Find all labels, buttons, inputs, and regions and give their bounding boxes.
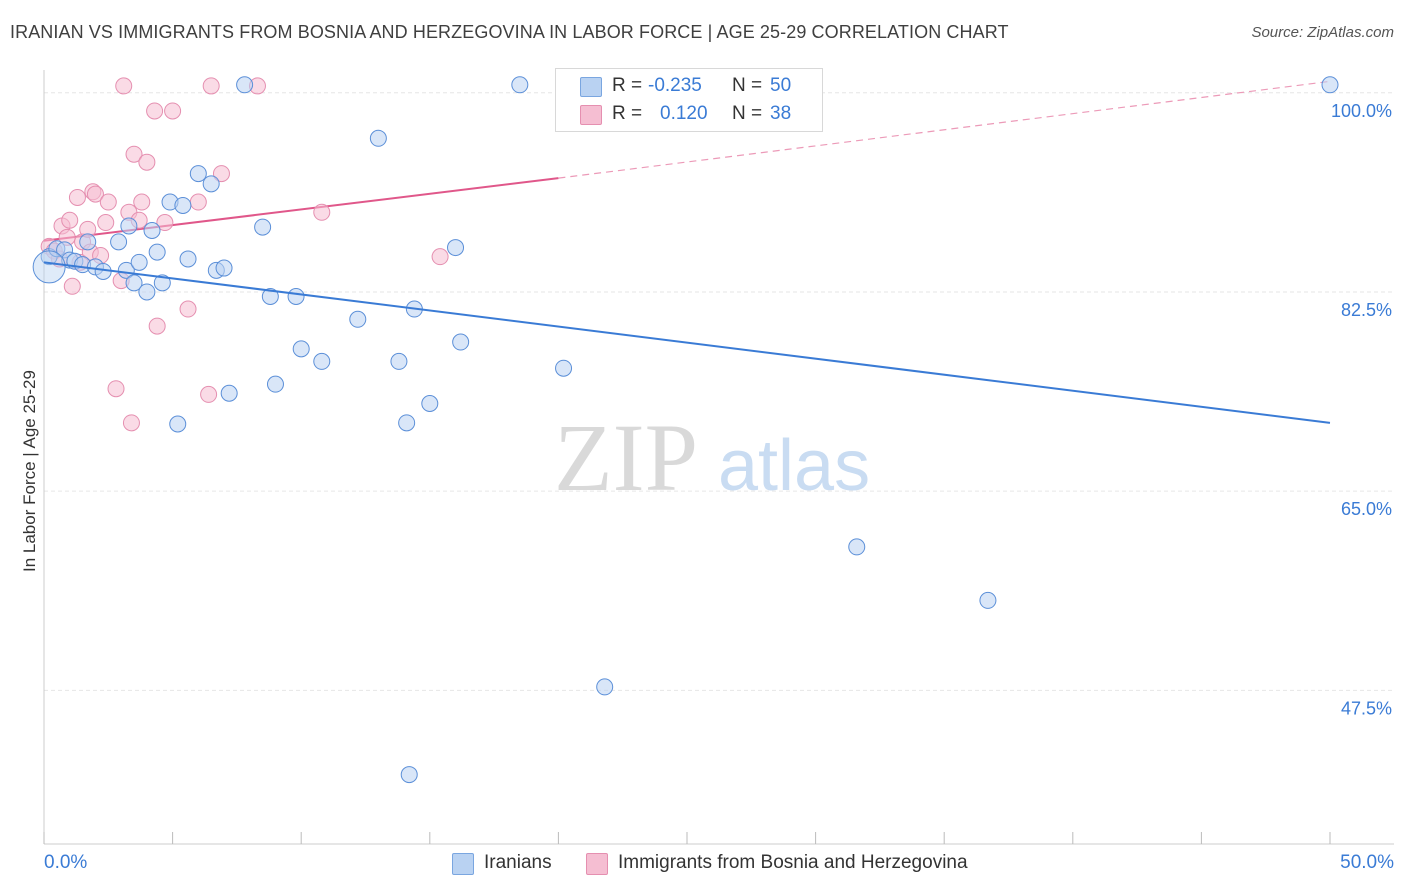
y-tick-label-0: 47.5% (1341, 698, 1392, 718)
point-bosnia-34 (202, 77, 220, 95)
legend-r-label: R = (612, 75, 643, 96)
axes (43, 70, 1394, 845)
x-tick-label-max: 50.0% (1340, 852, 1394, 873)
point-iranians-26 (220, 384, 238, 402)
point-bosnia-15 (97, 214, 115, 232)
trend-line-iranians (43, 261, 1331, 424)
point-iranians-45 (596, 678, 614, 696)
point-iranians-32 (292, 340, 310, 358)
point-iranians-34 (349, 310, 367, 328)
point-iranians-17 (153, 274, 171, 292)
point-iranians-31 (287, 288, 305, 306)
point-iranians-12 (125, 274, 143, 292)
points-iranians (32, 76, 1339, 784)
y-tick-label-3: 100.0% (1331, 101, 1392, 121)
point-bosnia-30 (189, 193, 207, 211)
legend-swatch-iranians (580, 77, 602, 97)
point-iranians-6 (79, 233, 97, 251)
point-bosnia-6 (63, 277, 81, 295)
point-iranians-35 (369, 129, 387, 147)
point-iranians-10 (117, 261, 135, 279)
x-tick-label-min: 0.0% (44, 852, 88, 873)
point-bosnia-31 (200, 385, 218, 403)
legend-n-value-bosnia: 38 (770, 103, 792, 124)
watermark: ZIP atlas (554, 404, 870, 511)
point-bosnia-25 (146, 102, 164, 120)
trend-line-bosnia-dashed (558, 80, 1331, 179)
bottom-legend-label-iranians: Iranians (484, 852, 552, 873)
legend-n-label: N = (732, 103, 763, 124)
point-iranians-38 (400, 766, 418, 784)
point-iranians-15 (143, 221, 161, 239)
legend-r-label: R = (612, 103, 643, 124)
point-iranians-44 (555, 359, 573, 377)
point-iranians-11 (120, 217, 138, 235)
point-bosnia-36 (313, 203, 331, 221)
point-iranians-41 (447, 239, 465, 257)
point-iranians-9 (110, 233, 128, 251)
point-bosnia-20 (122, 414, 140, 432)
y-tick-labels: 47.5% 65.0% 82.5% 100.0% (1331, 101, 1392, 719)
point-iranians-37 (398, 414, 416, 432)
point-iranians-21 (179, 250, 197, 268)
points-bosnia (40, 77, 449, 432)
point-iranians-29 (261, 288, 279, 306)
legend-swatch-bosnia (580, 105, 602, 125)
point-bosnia-21 (125, 145, 143, 163)
watermark-atlas: atlas (718, 426, 870, 506)
point-bosnia-26 (148, 317, 166, 335)
point-iranians-47 (848, 538, 866, 556)
point-bosnia-13 (86, 185, 104, 203)
point-bosnia-29 (179, 300, 197, 318)
point-iranians-33 (313, 352, 331, 370)
y-tick-label-1: 65.0% (1341, 499, 1392, 519)
point-iranians-14 (138, 283, 156, 301)
point-bosnia-17 (107, 380, 125, 398)
point-iranians-30 (266, 375, 284, 393)
watermark-zip: ZIP (554, 404, 698, 511)
point-bosnia-32 (212, 165, 230, 183)
source-credit: Source: ZipAtlas.com (1251, 24, 1394, 41)
point-iranians-8 (94, 262, 112, 280)
bottom-legend-swatch-iranians (452, 853, 474, 875)
grid-lines (44, 92, 1394, 691)
point-iranians-36 (390, 352, 408, 370)
point-bosnia-7 (68, 188, 86, 206)
point-iranians-22 (189, 165, 207, 183)
y-tick-label-2: 82.5% (1341, 300, 1392, 320)
bottom-legend-label-bosnia: Immigrants from Bosnia and Herzegovina (618, 852, 968, 873)
point-iranians-20 (169, 415, 187, 433)
point-iranians-cluster (32, 250, 66, 284)
point-bosnia-27 (156, 214, 174, 232)
point-bosnia-24 (138, 153, 156, 171)
point-bosnia-23 (133, 193, 151, 211)
point-iranians-25 (215, 259, 233, 277)
y-axis-label: In Labor Force | Age 25-29 (20, 370, 39, 572)
point-bosnia-5 (61, 211, 79, 229)
point-bosnia-28 (164, 102, 182, 120)
point-iranians-48 (979, 591, 997, 609)
point-iranians-16 (148, 243, 166, 261)
chart-title: IRANIAN VS IMMIGRANTS FROM BOSNIA AND HE… (10, 22, 1009, 42)
point-iranians-49 (1321, 76, 1339, 94)
point-iranians-42 (452, 333, 470, 351)
point-iranians-27 (236, 76, 254, 94)
point-iranians-23 (202, 175, 220, 193)
legend-r-value-bosnia: 0.120 (660, 103, 708, 124)
legend-r-value-iranians: -0.235 (648, 75, 702, 96)
trend-line-iranians-solid (43, 261, 1331, 424)
point-bosnia-37 (431, 248, 449, 266)
bottom-legend-swatch-bosnia (586, 853, 608, 875)
legend-n-label: N = (732, 75, 763, 96)
point-iranians-40 (421, 395, 439, 413)
legend-n-value-iranians: 50 (770, 75, 792, 96)
point-bosnia-16 (99, 193, 117, 211)
point-iranians-13 (130, 253, 148, 271)
point-iranians-43 (511, 76, 529, 94)
point-iranians-28 (254, 218, 272, 236)
point-bosnia-33 (115, 77, 133, 95)
correlation-legend: R = -0.235 N = 50 R = 0.120 N = 38 (555, 68, 823, 132)
point-iranians-19 (174, 196, 192, 214)
